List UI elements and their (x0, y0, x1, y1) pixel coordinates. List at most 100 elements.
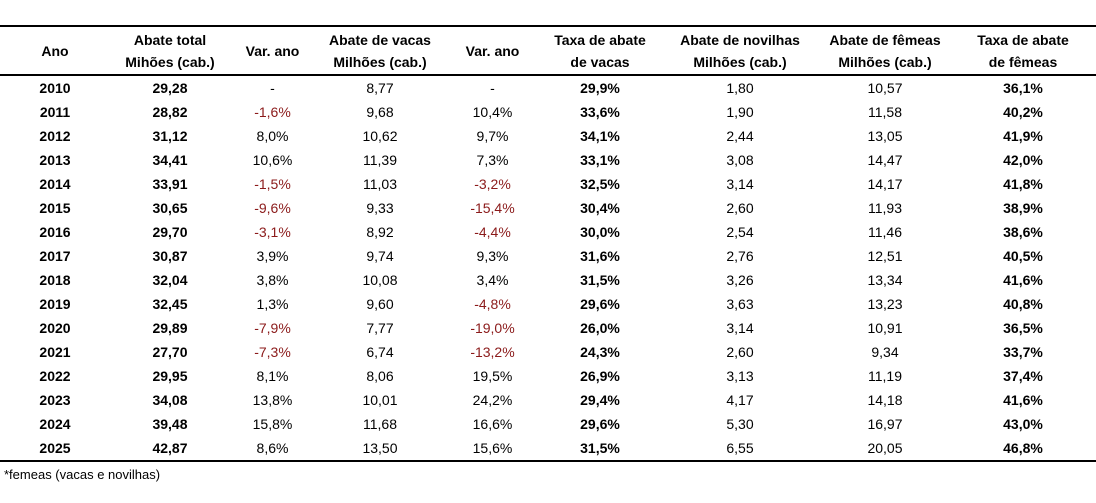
header-total-var: Var. ano (230, 25, 315, 76)
table-row: 2024 39,48 15,8% 11,68 16,6% 29,6% 5,30 16,97 43… (0, 412, 1096, 436)
cell-total-slaughter: 33,91 (152, 176, 188, 192)
header-year: Ano (0, 25, 110, 76)
cell-total-slaughter: 29,70 (152, 224, 188, 240)
header-total-slaughter: Abate total Mihões (cab.) (110, 25, 230, 76)
cell-cow-slaughter: 10,08 (362, 272, 398, 288)
cell-total-slaughter: 30,87 (152, 248, 188, 264)
cell-female-rate: 40,8% (1003, 296, 1043, 312)
cell-total-var: -1,6% (254, 104, 291, 120)
cell-year: 2017 (39, 248, 71, 264)
footnote: *femeas (vacas e novilhas) (4, 467, 161, 482)
cell-year: 2019 (39, 296, 71, 312)
cell-cow-rate: 31,5% (580, 272, 620, 288)
cell-year: 2022 (39, 368, 71, 384)
cell-total-var: -7,9% (254, 320, 291, 336)
cell-cow-var: -3,2% (474, 176, 511, 192)
cell-year: 2010 (39, 80, 71, 96)
header-heifer-slaughter: Abate de novilhas Milhões (cab.) (660, 25, 820, 76)
cell-female-rate: 41,6% (1003, 272, 1043, 288)
cell-female-slaughter: 13,34 (867, 272, 903, 288)
cell-cow-slaughter: 11,03 (363, 176, 397, 192)
cell-cow-rate: 29,6% (580, 296, 620, 312)
header-text: Abate total (133, 31, 207, 48)
cell-total-slaughter: 31,12 (152, 128, 188, 144)
cell-cow-var: -4,4% (474, 224, 511, 240)
cell-year: 2014 (39, 176, 71, 192)
cell-total-var: 1,3% (256, 296, 289, 312)
cell-year: 2021 (39, 344, 71, 360)
table-row: 2014 33,91 -1,5% 11,03 -3,2% 32,5% 3,14 14,17 41… (0, 172, 1096, 196)
cell-cow-slaughter: 10,01 (362, 392, 398, 408)
cell-total-slaughter: 28,82 (152, 104, 188, 120)
cell-female-slaughter: 13,05 (867, 128, 903, 144)
cell-year: 2015 (39, 200, 71, 216)
cell-heifer-slaughter: 2,76 (726, 248, 754, 264)
cell-cow-rate: 30,0% (580, 224, 620, 240)
table-row: 2010 29,28 - 8,77 - 29,9% 1,80 10,57 36,1% (0, 75, 1096, 100)
cell-cow-var: -13,2% (470, 344, 515, 360)
cell-cow-slaughter: 9,74 (366, 248, 394, 264)
header-cow-slaughter: Abate de vacas Milhões (cab.) (315, 25, 445, 76)
cell-cow-var: -4,8% (474, 296, 511, 312)
cell-total-var: 13,8% (252, 392, 293, 408)
cell-female-slaughter: 10,57 (867, 80, 903, 96)
cell-heifer-slaughter: 1,80 (726, 80, 754, 96)
cell-total-var: 8,1% (256, 368, 289, 384)
header-text: de vacas (570, 53, 630, 70)
table-row: 2016 29,70 -3,1% 8,92 -4,4% 30,0% 2,54 11,46 38,… (0, 220, 1096, 244)
cell-total-slaughter: 32,04 (152, 272, 188, 288)
cell-year: 2012 (39, 128, 71, 144)
cell-female-slaughter: 11,93 (868, 200, 902, 216)
cell-year: 2011 (39, 104, 71, 120)
cell-female-rate: 41,6% (1003, 392, 1043, 408)
cell-cow-slaughter: 6,74 (366, 344, 394, 360)
cell-cow-var: -15,4% (470, 200, 515, 216)
cell-cow-slaughter: 13,50 (315, 436, 445, 462)
cell-cow-rate: 24,3% (580, 344, 620, 360)
cell-female-rate: 36,5% (1003, 320, 1043, 336)
cell-year: 2013 (39, 152, 71, 168)
cell-total-var: 3,9% (256, 248, 289, 264)
cell-cow-var: 10,4% (472, 104, 513, 120)
header-text: Abate de novilhas (680, 31, 800, 48)
table-row: 2023 34,08 13,8% 10,01 24,2% 29,4% 4,17 14,18 41… (0, 388, 1096, 412)
cell-total-var: 10,6% (252, 152, 293, 168)
slaughter-table: Ano Abate total Mihões (cab.) Var. ano Abate… (0, 25, 1096, 462)
header-text: de fêmeas (988, 53, 1058, 70)
cell-cow-var: 24,2% (472, 392, 513, 408)
table-container: Ano Abate total Mihões (cab.) Var. ano Abate… (0, 25, 1096, 482)
table-row: 2018 32,04 3,8% 10,08 3,4% 31,5% 3,26 13,34 41,6… (0, 268, 1096, 292)
cell-heifer-slaughter: 3,63 (726, 296, 754, 312)
cell-female-rate: 41,8% (1003, 176, 1043, 192)
cell-cow-rate: 32,5% (580, 176, 620, 192)
table-row: 2011 28,82 -1,6% 9,68 10,4% 33,6% 1,90 11,58 40,… (0, 100, 1096, 124)
cell-total-slaughter: 32,45 (152, 296, 188, 312)
cell-total-slaughter: 29,89 (152, 320, 188, 336)
cell-heifer-slaughter: 4,17 (726, 392, 754, 408)
header-text: Taxa de abate (977, 31, 1069, 48)
cell-total-slaughter: 34,41 (152, 152, 188, 168)
cell-year: 2016 (39, 224, 71, 240)
cell-female-slaughter: 11,58 (868, 104, 902, 120)
cell-heifer-slaughter: 3,26 (726, 272, 754, 288)
cell-total-var: -9,6% (254, 200, 291, 216)
cell-heifer-slaughter: 6,55 (660, 436, 820, 462)
cell-female-slaughter: 16,97 (867, 416, 903, 432)
cell-total-slaughter: 34,08 (152, 392, 188, 408)
cell-cow-var: 15,6% (445, 436, 540, 462)
table-row: 2015 30,65 -9,6% 9,33 -15,4% 30,4% 2,60 11,93 38… (0, 196, 1096, 220)
cell-cow-rate: 26,9% (580, 368, 620, 384)
table-row: 2017 30,87 3,9% 9,74 9,3% 31,6% 2,76 12,51 40,5% (0, 244, 1096, 268)
cell-heifer-slaughter: 3,08 (726, 152, 754, 168)
cell-heifer-slaughter: 2,54 (726, 224, 754, 240)
header-text: Milhões (cab.) (838, 53, 932, 70)
header-row: Ano Abate total Mihões (cab.) Var. ano Abate… (0, 25, 1096, 76)
cell-heifer-slaughter: 2,44 (726, 128, 754, 144)
header-cow-var: Var. ano (445, 25, 540, 76)
cell-female-rate: 37,4% (1003, 368, 1043, 384)
cell-female-rate: 36,1% (1003, 80, 1043, 96)
cell-cow-var: 16,6% (472, 416, 513, 432)
cell-cow-var: 9,3% (476, 248, 509, 264)
cell-cow-var: 19,5% (472, 368, 513, 384)
cell-female-slaughter: 10,91 (867, 320, 903, 336)
